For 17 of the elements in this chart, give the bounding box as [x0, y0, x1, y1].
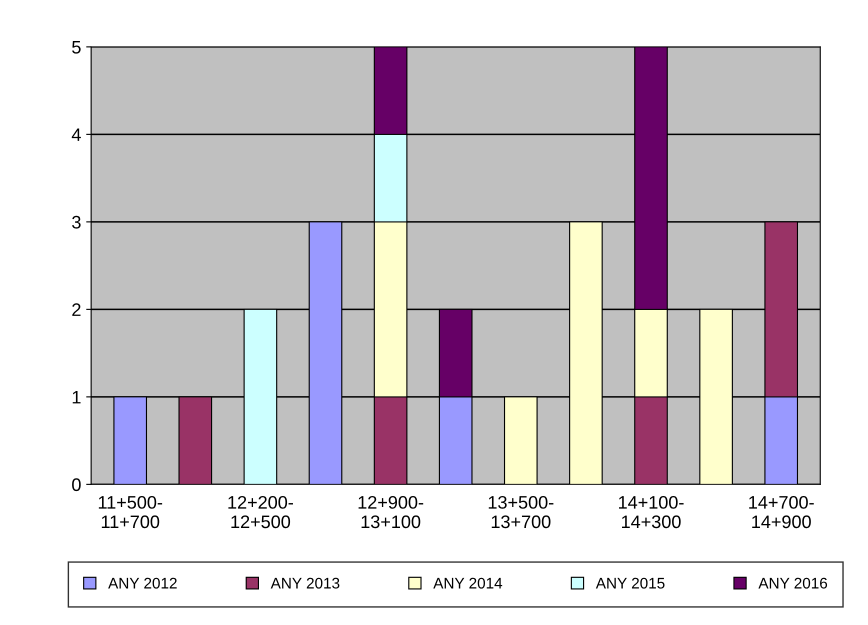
y-tick-label: 5 [72, 40, 81, 54]
legend-label: ANY 2016 [758, 578, 828, 589]
y-tick-label: 3 [72, 216, 81, 229]
y-tick-label: 4 [72, 128, 81, 141]
y-tick-label: 0 [72, 478, 81, 492]
legend-label: ANY 2014 [433, 578, 502, 589]
legend-label: ANY 2012 [108, 578, 177, 589]
x-tick-label: 13+500- 13+700 [488, 496, 554, 528]
x-tick-label: 14+700- 14+900 [749, 496, 814, 528]
y-tick-label: 1 [72, 390, 81, 404]
legend-label: ANY 2013 [270, 578, 340, 589]
x-tick-label: 12+900- 13+100 [358, 496, 424, 528]
x-tick-label: 14+100- 14+300 [618, 496, 684, 528]
y-tick-label: 2 [72, 303, 81, 316]
x-tick-label: 11+500- 11+700 [98, 496, 162, 528]
x-tick-label: 12+200- 12+500 [228, 496, 293, 528]
legend-label: ANY 2015 [596, 578, 665, 589]
